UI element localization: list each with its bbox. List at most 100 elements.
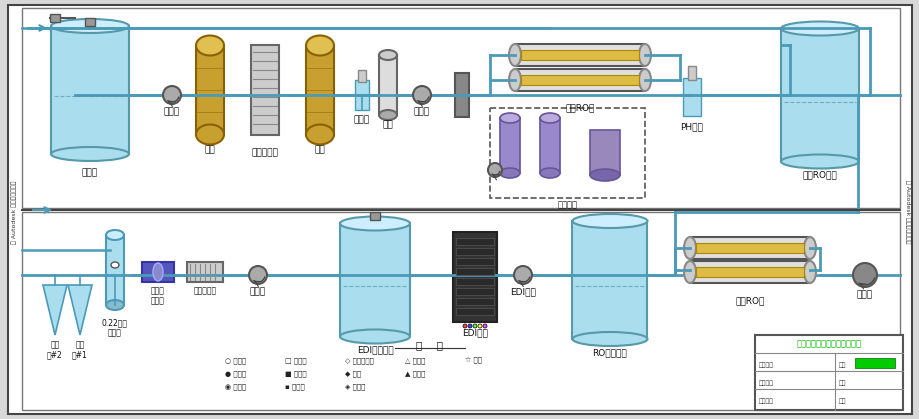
Bar <box>589 130 619 175</box>
Ellipse shape <box>51 147 129 161</box>
Bar <box>340 223 410 336</box>
Bar <box>687 66 696 80</box>
Text: EDI模块: EDI模块 <box>461 328 487 337</box>
Circle shape <box>468 324 471 328</box>
Ellipse shape <box>379 50 397 60</box>
Ellipse shape <box>499 168 519 178</box>
Ellipse shape <box>106 300 124 310</box>
Bar <box>696 243 803 253</box>
Ellipse shape <box>106 230 124 240</box>
Text: 图 Autodesk 成百助产品制作: 图 Autodesk 成百助产品制作 <box>11 180 17 244</box>
Text: 版本: 版本 <box>838 398 845 403</box>
Text: ◈ 电导仪: ◈ 电导仪 <box>345 383 365 390</box>
Ellipse shape <box>780 21 858 36</box>
Circle shape <box>462 324 467 328</box>
Bar <box>780 28 858 161</box>
Text: 一级RO膜: 一级RO膜 <box>564 103 594 112</box>
Text: 砂滤: 砂滤 <box>204 145 215 154</box>
Text: ● 清洗泵: ● 清洗泵 <box>225 370 246 377</box>
Bar <box>520 75 639 85</box>
Bar <box>456 308 494 315</box>
Bar <box>251 45 278 135</box>
Text: 输送泵: 输送泵 <box>250 287 266 296</box>
Circle shape <box>249 266 267 284</box>
Bar <box>456 288 494 295</box>
Bar <box>515 44 644 66</box>
Bar <box>456 268 494 275</box>
Bar <box>455 73 469 117</box>
Bar <box>187 262 222 282</box>
Text: 原水泵: 原水泵 <box>164 107 180 116</box>
Bar <box>696 267 803 277</box>
Ellipse shape <box>803 261 815 283</box>
Bar <box>306 46 334 134</box>
Text: 一级泵: 一级泵 <box>414 107 429 116</box>
Text: ▲ 流量计: ▲ 流量计 <box>404 370 425 377</box>
Text: 图 Autodesk 成百助产品制作: 图 Autodesk 成百助产品制作 <box>904 180 910 244</box>
Text: 项目名称: 项目名称 <box>758 362 773 367</box>
Circle shape <box>163 86 181 104</box>
Text: 一级RO水箱: 一级RO水箱 <box>801 170 836 179</box>
Text: 日期: 日期 <box>838 380 845 385</box>
Ellipse shape <box>639 44 651 66</box>
Bar <box>51 26 129 154</box>
Polygon shape <box>68 285 92 335</box>
Ellipse shape <box>508 69 520 91</box>
Ellipse shape <box>683 261 696 283</box>
Text: 板式换热器: 板式换热器 <box>193 286 216 295</box>
Ellipse shape <box>639 69 651 91</box>
Text: 一级RO膜: 一级RO膜 <box>734 296 764 305</box>
Ellipse shape <box>196 124 223 145</box>
Ellipse shape <box>340 329 410 344</box>
Ellipse shape <box>589 169 619 181</box>
Bar <box>85 18 95 26</box>
Bar <box>142 262 174 282</box>
Text: RO无菌水箱: RO无菌水箱 <box>592 348 627 357</box>
Ellipse shape <box>153 263 163 281</box>
Ellipse shape <box>111 262 119 268</box>
Text: ◆ 精滤: ◆ 精滤 <box>345 370 361 377</box>
Text: 阻垢剂: 阻垢剂 <box>354 115 369 124</box>
Text: PH调节: PH调节 <box>680 122 703 131</box>
Ellipse shape <box>803 237 815 259</box>
Text: ◉ 液位计: ◉ 液位计 <box>225 383 246 390</box>
Bar <box>539 118 560 173</box>
Ellipse shape <box>51 19 129 33</box>
Text: 设备名称: 设备名称 <box>758 380 773 385</box>
Ellipse shape <box>780 155 858 168</box>
Bar <box>106 235 124 305</box>
Text: ■ 压力表: ■ 压力表 <box>285 370 306 377</box>
Ellipse shape <box>572 214 647 228</box>
Bar <box>499 118 519 173</box>
Text: EDI无菌水箱: EDI无菌水箱 <box>357 345 393 354</box>
Circle shape <box>514 266 531 284</box>
Bar <box>50 14 60 22</box>
Ellipse shape <box>683 237 696 259</box>
Bar <box>520 50 639 60</box>
Text: 比例: 比例 <box>838 362 845 367</box>
Ellipse shape <box>379 110 397 120</box>
Text: 清洗系统: 清洗系统 <box>558 200 577 209</box>
Text: 上海赢源水处理设备有限公司: 上海赢源水处理设备有限公司 <box>796 339 860 349</box>
Bar <box>355 80 369 110</box>
Text: 炭滤: 炭滤 <box>314 145 325 154</box>
Bar <box>456 238 494 245</box>
Ellipse shape <box>306 36 334 55</box>
Text: 源水箱: 源水箱 <box>82 168 98 177</box>
Text: 图纸编号: 图纸编号 <box>758 398 773 403</box>
Bar <box>456 298 494 305</box>
Text: EDI水泵: EDI水泵 <box>509 287 536 296</box>
Circle shape <box>478 324 482 328</box>
Text: ◇ 板式换热器: ◇ 板式换热器 <box>345 357 373 364</box>
Text: ○ 储水罐: ○ 储水罐 <box>225 357 246 364</box>
Text: 用水
点#1: 用水 点#1 <box>72 340 88 360</box>
Text: 图    例: 图 例 <box>416 340 443 350</box>
Text: ☆ 阀门: ☆ 阀门 <box>464 357 482 364</box>
Bar <box>682 78 700 116</box>
Bar <box>452 232 496 322</box>
Text: 板式换热器: 板式换热器 <box>251 148 278 157</box>
Circle shape <box>487 163 502 177</box>
Ellipse shape <box>340 217 410 230</box>
Text: △ 过滤器: △ 过滤器 <box>404 357 425 364</box>
Ellipse shape <box>196 36 223 55</box>
